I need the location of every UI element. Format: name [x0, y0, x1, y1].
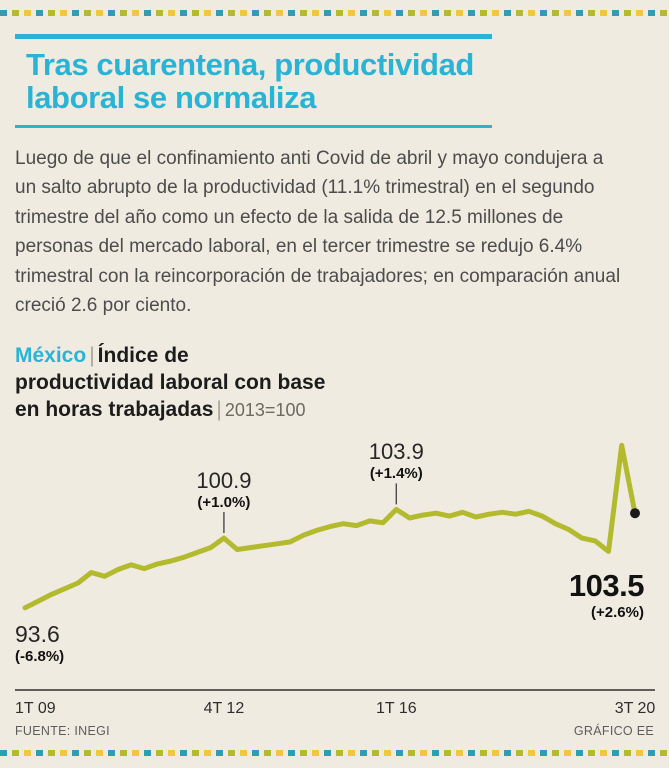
chart-annotation: 103.5 (+2.6%) — [568, 567, 645, 624]
chart-title-line: productividad laboral con base — [15, 369, 654, 396]
chart-annotation: 103.9 (+1.4%) — [369, 440, 424, 485]
chart-annotation: 100.9 (+1.0%) — [196, 467, 252, 514]
separator: | — [89, 343, 95, 367]
x-tick-label: 4T 12 — [203, 700, 245, 718]
annotation-value: 103.5 — [568, 567, 645, 603]
credit-label: GRÁFICO EE — [573, 724, 654, 739]
productivity-line-chart — [15, 443, 655, 692]
x-tick-label: 1T 09 — [15, 700, 56, 718]
title-rule-bottom — [15, 124, 492, 128]
annotation-percent: (+2.6%) — [591, 604, 644, 622]
annotation-value: 103.9 — [368, 438, 424, 464]
page-title-line2: laboral se normaliza — [26, 80, 317, 116]
annotation-value: 100.9 — [196, 467, 252, 493]
chart-title-text-1: Índice de — [97, 343, 189, 367]
annotation-value: 93.6 — [15, 621, 60, 648]
chart-title-line: en horas trabajadas | 2013=100 — [15, 396, 654, 423]
chart-title: México | Índice de productividad laboral c… — [15, 342, 654, 424]
source-label: FUENTE: INEGI — [15, 724, 110, 739]
footer: FUENTE: INEGI GRÁFICO EE — [15, 724, 654, 738]
x-tick-label: 3T 20 — [614, 700, 656, 718]
x-tick-label: 1T 16 — [375, 700, 417, 718]
decorative-border-top — [0, 10, 669, 16]
content: Tras cuarentena, productividad laboral s… — [15, 34, 656, 738]
title-rule-top — [15, 34, 492, 39]
decorative-border-bottom — [0, 750, 669, 756]
x-axis-ticks: 1T 09 4T 12 1T 16 3T 20 — [15, 697, 656, 721]
separator: | — [216, 398, 222, 422]
annotation-percent: (-6.8%) — [15, 648, 65, 666]
chart-title-text-2: productividad laboral con base — [15, 370, 326, 394]
chart-annotation: 93.6 (-6.8%) — [15, 622, 64, 668]
chart-title-text-3: en horas trabajadas — [15, 398, 214, 422]
page-title-line1: Tras cuarentena, productividad — [26, 47, 474, 82]
end-point-dot — [630, 508, 640, 519]
chart-region-label: México — [15, 343, 87, 367]
page-title: Tras cuarentena, productividad laboral s… — [15, 48, 654, 115]
chart-area: 1T 09 4T 12 1T 16 3T 20 93.6 (-6.8%) 100.9 (+1… — [15, 427, 656, 721]
annotation-percent: (+1.4%) — [369, 464, 423, 482]
chart-base-note: 2013=100 — [224, 400, 306, 421]
intro-paragraph: Luego de que el confinamiento anti Covid… — [15, 147, 621, 317]
chart-title-line: México | Índice de — [15, 342, 654, 369]
productivity-series-line — [22, 443, 638, 611]
annotation-percent: (+1.0%) — [197, 493, 251, 511]
